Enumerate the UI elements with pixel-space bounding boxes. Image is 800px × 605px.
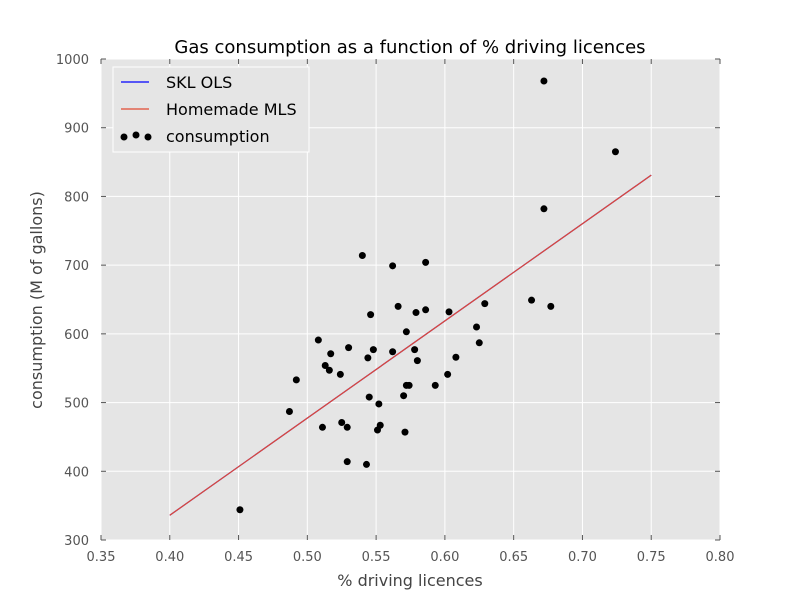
data-point <box>367 311 375 319</box>
legend: SKL OLS Homemade MLS consumption <box>112 66 310 153</box>
y-tick-label: 600 <box>64 328 89 343</box>
data-point <box>412 309 420 317</box>
data-point <box>422 306 430 314</box>
x-axis-label: % driving licences <box>337 571 482 590</box>
data-point <box>540 205 548 213</box>
data-point <box>321 361 329 369</box>
legend-marker-consumption <box>132 131 140 139</box>
y-tick-label: 300 <box>64 534 89 549</box>
data-point <box>343 458 351 466</box>
data-point <box>411 346 419 354</box>
data-point <box>327 350 335 358</box>
series-line-1 <box>169 174 652 516</box>
data-point <box>285 408 293 416</box>
data-point <box>400 392 408 400</box>
legend-label-consumption: consumption <box>166 127 270 146</box>
data-point <box>540 77 548 85</box>
legend-label-skl-ols: SKL OLS <box>166 73 232 92</box>
x-tick-label: 0.60 <box>430 550 459 565</box>
y-tick-label: 1000 <box>56 53 89 68</box>
data-point <box>413 357 421 365</box>
y-tick-label: 900 <box>64 122 89 137</box>
data-point <box>445 308 453 316</box>
data-point <box>401 428 409 436</box>
x-tick-label: 0.50 <box>293 550 322 565</box>
data-point <box>365 393 373 401</box>
series-layer <box>169 77 652 516</box>
data-point <box>389 348 397 356</box>
data-point <box>389 262 397 270</box>
data-point <box>405 381 413 389</box>
data-point <box>358 252 366 260</box>
data-point <box>292 376 300 384</box>
data-point <box>318 423 326 431</box>
data-point <box>431 381 439 389</box>
x-tick-label: 0.70 <box>568 550 597 565</box>
data-point <box>376 421 384 429</box>
y-tick-label: 500 <box>64 397 89 412</box>
data-point <box>452 353 460 361</box>
x-tick-label: 0.80 <box>706 550 735 565</box>
data-point <box>314 336 322 344</box>
data-point <box>345 344 353 352</box>
data-point <box>481 300 489 308</box>
data-point <box>236 506 244 514</box>
y-axis-label: consumption (M of gallons) <box>27 191 46 409</box>
legend-marker-consumption <box>120 133 128 141</box>
data-point <box>444 370 452 378</box>
data-point <box>475 339 483 347</box>
y-tick-label: 700 <box>64 259 89 274</box>
x-tick-label: 0.40 <box>155 550 184 565</box>
data-point <box>325 366 333 374</box>
x-tick-label: 0.55 <box>362 550 391 565</box>
data-point <box>362 460 370 468</box>
x-tick-label: 0.75 <box>637 550 666 565</box>
chart-title: Gas consumption as a function of % drivi… <box>174 37 645 58</box>
data-point <box>369 346 377 354</box>
data-point <box>343 423 351 431</box>
data-point <box>402 328 410 336</box>
data-point <box>394 302 402 310</box>
data-point <box>336 370 344 378</box>
data-point <box>422 258 430 266</box>
x-tick-label: 0.45 <box>224 550 253 565</box>
x-tick-label: 0.65 <box>499 550 528 565</box>
axis-ticks: 0.35 0.40 0.45 0.50 0.55 0.60 0.65 0.70 0.75 0.80… <box>56 53 735 565</box>
data-point <box>547 302 555 310</box>
data-point <box>364 354 372 362</box>
x-tick-label: 0.35 <box>87 550 116 565</box>
data-point <box>338 418 346 426</box>
data-point <box>375 400 383 408</box>
y-tick-label: 400 <box>64 465 89 480</box>
data-point <box>611 148 619 156</box>
legend-label-homemade-mls: Homemade MLS <box>166 100 297 119</box>
legend-marker-consumption <box>144 133 152 141</box>
data-point <box>473 323 481 331</box>
y-tick-label: 800 <box>64 190 89 205</box>
data-point <box>528 296 536 304</box>
